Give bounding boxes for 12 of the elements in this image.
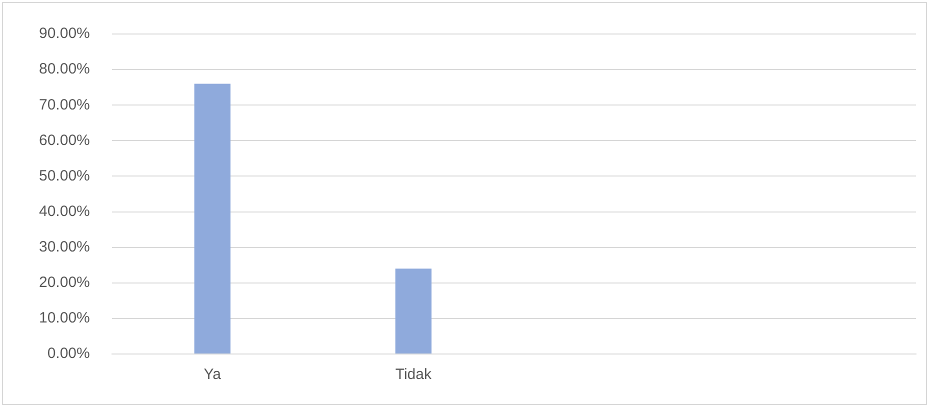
y-tick-label: 40.00%: [39, 202, 90, 220]
y-tick-label: 30.00%: [39, 238, 90, 256]
y-tick-label: 10.00%: [39, 310, 90, 327]
y-tick-label: 20.00%: [39, 274, 90, 292]
x-tick-label: Tidak: [395, 366, 432, 384]
y-tick-label: 90.00%: [39, 25, 90, 42]
y-tick-label: 60.00%: [39, 132, 90, 149]
y-tick-label: 50.00%: [39, 167, 90, 184]
y-tick-label: 80.00%: [39, 60, 90, 78]
y-tick-label: 70.00%: [39, 96, 90, 114]
x-tick-label: Ya: [204, 366, 222, 384]
y-tick-label: 0.00%: [47, 345, 90, 362]
